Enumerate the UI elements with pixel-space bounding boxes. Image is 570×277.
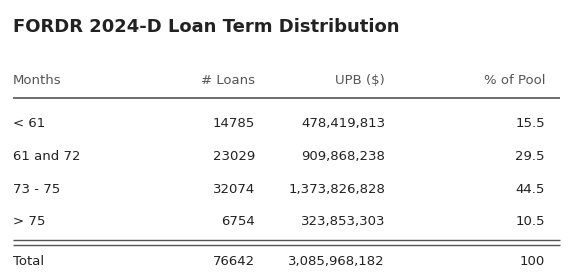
Text: 23029: 23029 (213, 150, 255, 163)
Text: 29.5: 29.5 (515, 150, 545, 163)
Text: FORDR 2024-D Loan Term Distribution: FORDR 2024-D Loan Term Distribution (13, 18, 400, 36)
Text: # Loans: # Loans (201, 74, 255, 87)
Text: > 75: > 75 (13, 215, 46, 228)
Text: 14785: 14785 (213, 117, 255, 130)
Text: 61 and 72: 61 and 72 (13, 150, 80, 163)
Text: 15.5: 15.5 (515, 117, 545, 130)
Text: 6754: 6754 (221, 215, 255, 228)
Text: 909,868,238: 909,868,238 (301, 150, 385, 163)
Text: Total: Total (13, 255, 44, 268)
Text: < 61: < 61 (13, 117, 45, 130)
Text: 10.5: 10.5 (515, 215, 545, 228)
Text: 100: 100 (520, 255, 545, 268)
Text: 73 - 75: 73 - 75 (13, 183, 60, 196)
Text: 323,853,303: 323,853,303 (300, 215, 385, 228)
Text: 76642: 76642 (213, 255, 255, 268)
Text: 1,373,826,828: 1,373,826,828 (288, 183, 385, 196)
Text: 32074: 32074 (213, 183, 255, 196)
Text: 3,085,968,182: 3,085,968,182 (288, 255, 385, 268)
Text: Months: Months (13, 74, 62, 87)
Text: 44.5: 44.5 (516, 183, 545, 196)
Text: UPB ($): UPB ($) (335, 74, 385, 87)
Text: 478,419,813: 478,419,813 (301, 117, 385, 130)
Text: % of Pool: % of Pool (483, 74, 545, 87)
